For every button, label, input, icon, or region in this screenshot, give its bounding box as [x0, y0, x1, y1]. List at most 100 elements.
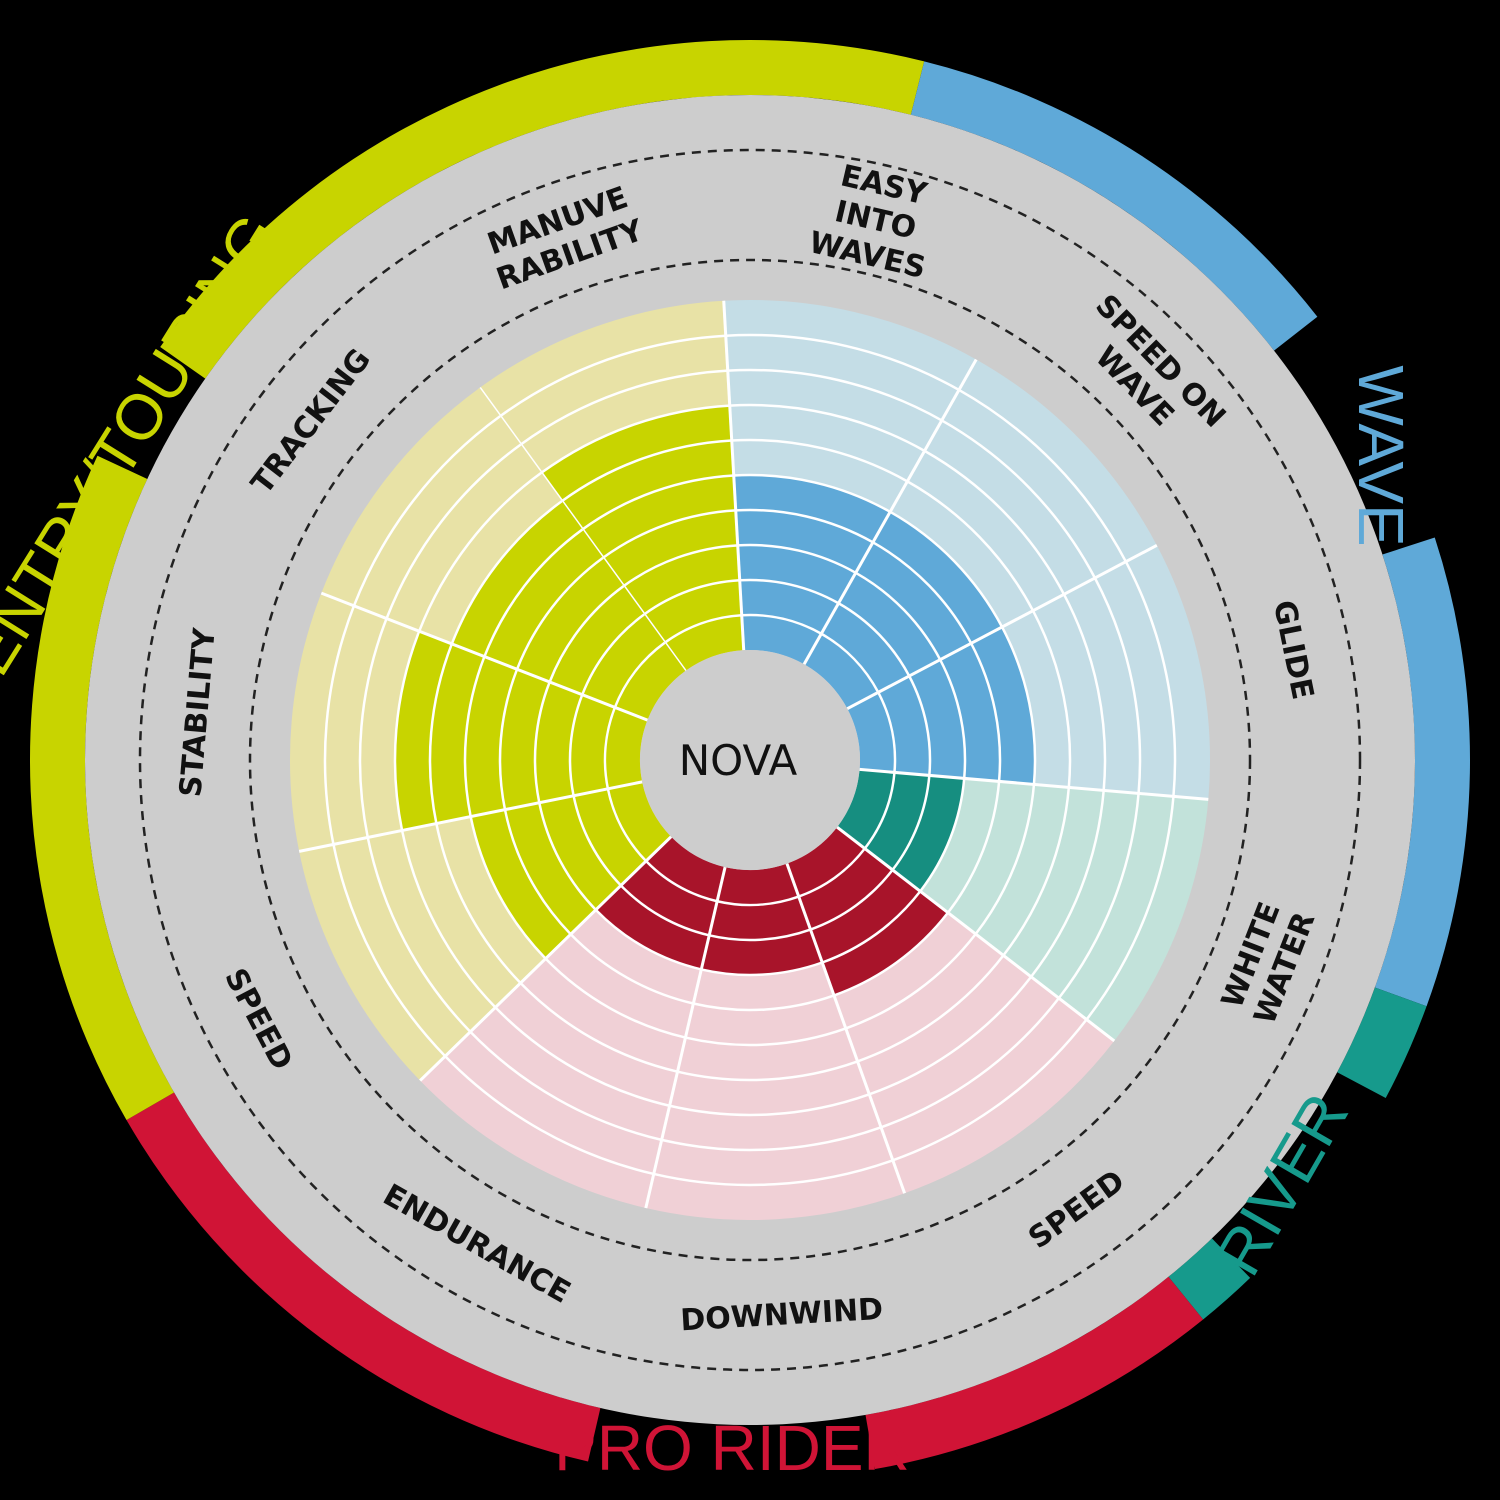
level-line [729, 403, 926, 452]
level-line [877, 691, 897, 773]
level-line [872, 541, 973, 644]
level-line [735, 508, 874, 544]
inner-dashed-ring [248, 258, 1252, 1262]
level-line [946, 781, 1001, 914]
level-line [1031, 610, 1072, 788]
level-line [569, 933, 694, 1005]
level-line [974, 784, 1036, 935]
category-label: WAVE [1345, 365, 1417, 546]
level-line [725, 333, 960, 392]
ring-arc [126, 1092, 601, 1462]
level-line [970, 642, 1002, 782]
level-line [602, 509, 736, 559]
level-line [939, 659, 967, 779]
level-line [891, 775, 931, 871]
level-line [1030, 790, 1105, 978]
level-line [833, 911, 949, 997]
level-line [892, 1018, 1088, 1162]
sector-divider [846, 544, 1158, 710]
level-line [358, 618, 388, 838]
level-line [620, 884, 710, 937]
level-line [1062, 593, 1107, 791]
level-line [889, 510, 1004, 628]
level-line [503, 809, 572, 936]
level-line [581, 613, 645, 696]
level-line [820, 632, 880, 693]
level-line [810, 869, 894, 931]
level-line [498, 668, 519, 810]
ring-arc [910, 61, 1318, 351]
level-line [1057, 793, 1140, 999]
level-line [661, 1126, 882, 1152]
sector-divider [802, 358, 978, 665]
level-line [444, 1055, 655, 1176]
level-line [868, 976, 1033, 1096]
ring-arc [1168, 1238, 1251, 1320]
level-line [520, 369, 728, 446]
level-line [863, 772, 896, 850]
level-line [643, 579, 740, 616]
level-line [837, 602, 911, 677]
level-line [428, 643, 453, 824]
level-line [538, 802, 597, 911]
level-line [1085, 796, 1175, 1021]
level-line [716, 895, 800, 907]
level-line [798, 847, 866, 898]
ring-arc [865, 1276, 1204, 1470]
level-line [653, 1159, 894, 1187]
level-line [685, 1027, 847, 1047]
sector-divider [722, 300, 746, 651]
sector-divider [785, 863, 906, 1194]
level-line [561, 439, 732, 503]
level-line [1124, 561, 1177, 797]
level-line [727, 368, 943, 422]
value-bar [395, 631, 648, 831]
value-bar [541, 405, 744, 672]
level-line [366, 837, 472, 1033]
level-line [857, 954, 1005, 1063]
center-hub [640, 650, 860, 870]
level-line [332, 844, 447, 1058]
ring-arc [1374, 537, 1471, 1007]
segments [290, 300, 1210, 1220]
center-label: NOVA [679, 736, 798, 785]
level-line [499, 334, 726, 418]
level-line [880, 997, 1060, 1129]
sector-divider [298, 780, 643, 853]
level-line [572, 795, 622, 887]
level-line [1000, 626, 1037, 785]
ring-arc [30, 455, 175, 1120]
level-line [323, 605, 356, 845]
level-line [622, 544, 738, 588]
level-line [613, 641, 666, 708]
category-ring [30, 40, 1471, 1470]
sector-divider [419, 835, 673, 1082]
level-line [515, 556, 604, 670]
level-line [352, 415, 501, 607]
level-line [821, 890, 922, 964]
level-line [645, 860, 718, 903]
level-line [733, 473, 891, 513]
level-line [483, 528, 584, 658]
level-line [540, 404, 730, 474]
level-line [741, 613, 822, 635]
level-line [919, 778, 966, 893]
ring-arc [1337, 987, 1427, 1099]
level-line [385, 443, 522, 619]
level-line [701, 961, 823, 977]
level-line [855, 571, 942, 661]
value-bar [837, 769, 965, 892]
level-line [664, 613, 742, 644]
sector-divider [644, 866, 727, 1209]
level-line [731, 438, 908, 483]
level-line [469, 1030, 662, 1142]
level-line [393, 630, 421, 831]
level-line [603, 706, 617, 790]
level-line [908, 675, 932, 776]
sector-divider [320, 591, 649, 722]
level-line [519, 982, 678, 1073]
level-line [1093, 577, 1142, 794]
level-line [845, 933, 977, 1030]
level-line [606, 788, 647, 862]
